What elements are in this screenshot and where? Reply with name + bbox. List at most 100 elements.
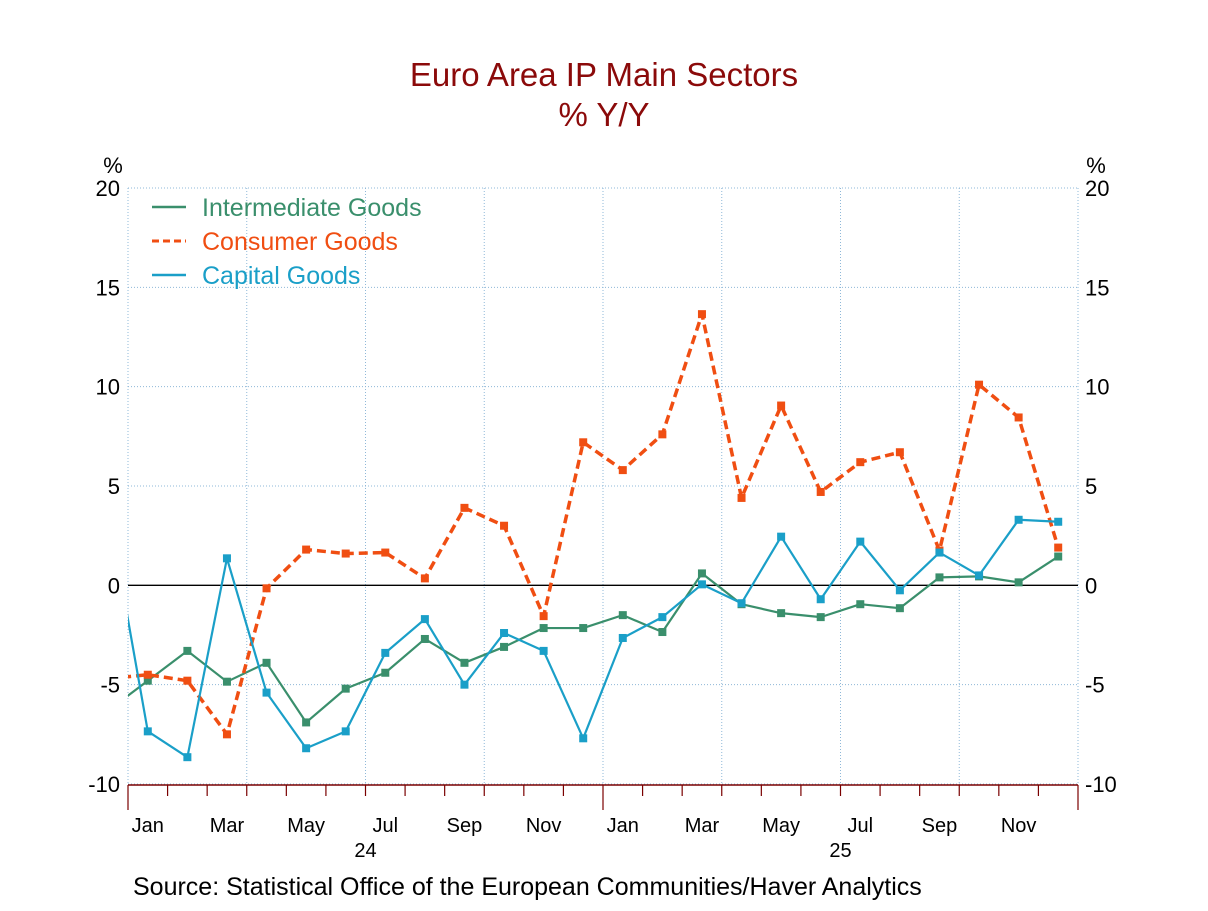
data-point — [658, 430, 667, 439]
data-point — [341, 684, 350, 693]
source-note: Source: Statistical Office of the Europe… — [133, 873, 922, 901]
axes: -10 -10 -5 -5 0 0 5 5 10 10 15 15 20 20 Jan Mar May Jul Se… — [88, 176, 1117, 862]
x-tick-label: Mar — [210, 815, 245, 837]
data-point — [856, 600, 865, 609]
data-point — [539, 646, 548, 655]
data-point — [183, 646, 192, 655]
x-tick-label: Sep — [922, 815, 958, 837]
data-point — [975, 380, 984, 389]
data-point — [697, 580, 706, 589]
x-tick-label: Nov — [526, 815, 562, 837]
data-point — [302, 545, 311, 554]
y-tick-label-right: 5 — [1085, 474, 1097, 499]
x-tick-label: Jul — [848, 815, 874, 837]
data-point — [737, 599, 746, 608]
data-point — [579, 624, 588, 633]
data-point — [183, 753, 192, 762]
y-axis-label-left: % — [103, 153, 123, 178]
data-point — [816, 595, 825, 604]
data-point — [579, 438, 588, 447]
x-tick-label: Jan — [132, 815, 164, 837]
data-point — [500, 521, 509, 530]
data-point — [143, 727, 152, 736]
data-point — [856, 458, 865, 467]
chart-subtitle: % Y/Y — [558, 96, 649, 133]
data-point — [262, 584, 271, 593]
y-tick-label-left: 10 — [96, 375, 120, 400]
legend-label: Capital Goods — [202, 262, 360, 290]
series-lines — [128, 310, 1063, 762]
y-tick-label-right: 15 — [1085, 275, 1109, 300]
data-point — [500, 642, 509, 651]
data-point — [222, 730, 231, 739]
year-label: 24 — [354, 840, 376, 862]
series-line — [128, 518, 1059, 759]
y-axis-label-right: % — [1086, 153, 1106, 178]
data-point — [500, 629, 509, 638]
data-point — [302, 718, 311, 727]
data-point — [460, 503, 469, 512]
data-point — [856, 537, 865, 546]
data-point — [697, 310, 706, 319]
y-tick-label-left: 5 — [108, 474, 120, 499]
data-point — [539, 624, 548, 633]
data-point — [183, 676, 192, 685]
y-tick-label-right: -5 — [1085, 673, 1105, 698]
y-tick-label-right: 10 — [1085, 375, 1109, 400]
data-point — [302, 744, 311, 753]
y-tick-label-right: 0 — [1085, 573, 1097, 598]
data-point — [777, 401, 786, 410]
data-point — [381, 648, 390, 657]
data-point — [777, 532, 786, 541]
data-point — [460, 680, 469, 689]
data-point — [262, 688, 271, 697]
data-point — [222, 677, 231, 686]
y-tick-label-left: 0 — [108, 573, 120, 598]
x-tick-label: Jul — [373, 815, 399, 837]
data-point — [658, 613, 667, 622]
y-tick-label-right: -10 — [1085, 772, 1117, 797]
data-point — [341, 727, 350, 736]
data-point — [935, 548, 944, 557]
data-point — [143, 670, 152, 679]
y-tick-label-left: 15 — [96, 275, 120, 300]
data-point — [697, 569, 706, 578]
x-tick-label: May — [287, 815, 325, 837]
grid — [127, 187, 1079, 785]
data-point — [341, 549, 350, 558]
data-point — [1054, 517, 1063, 526]
y-tick-label-left: -10 — [88, 772, 120, 797]
data-point — [1014, 515, 1023, 524]
legend-label: Consumer Goods — [202, 228, 398, 256]
data-point — [816, 613, 825, 622]
data-point — [975, 571, 984, 580]
year-label: 25 — [829, 840, 851, 862]
x-tick-label: May — [762, 815, 800, 837]
data-point — [1014, 578, 1023, 587]
data-point — [895, 586, 904, 595]
data-point — [579, 734, 588, 743]
data-point — [895, 604, 904, 613]
y-tick-label-left: -5 — [100, 673, 120, 698]
data-point — [895, 448, 904, 457]
data-point — [420, 574, 429, 583]
data-point — [1054, 552, 1063, 561]
data-point — [777, 609, 786, 618]
data-point — [618, 466, 627, 475]
series-capital-goods — [128, 515, 1063, 762]
data-point — [658, 628, 667, 637]
x-tick-label: Sep — [447, 815, 483, 837]
data-point — [460, 658, 469, 667]
data-point — [420, 615, 429, 624]
data-point — [222, 554, 231, 563]
data-point — [737, 493, 746, 502]
legend-label: Intermediate Goods — [202, 194, 422, 222]
legend: Intermediate Goods Consumer Goods Capital … — [152, 194, 422, 290]
chart-title: Euro Area IP Main Sectors — [410, 56, 798, 93]
data-point — [381, 548, 390, 557]
y-tick-label-left: 20 — [96, 176, 120, 201]
data-point — [618, 611, 627, 620]
data-point — [1014, 413, 1023, 422]
series-consumer-goods — [128, 310, 1063, 739]
